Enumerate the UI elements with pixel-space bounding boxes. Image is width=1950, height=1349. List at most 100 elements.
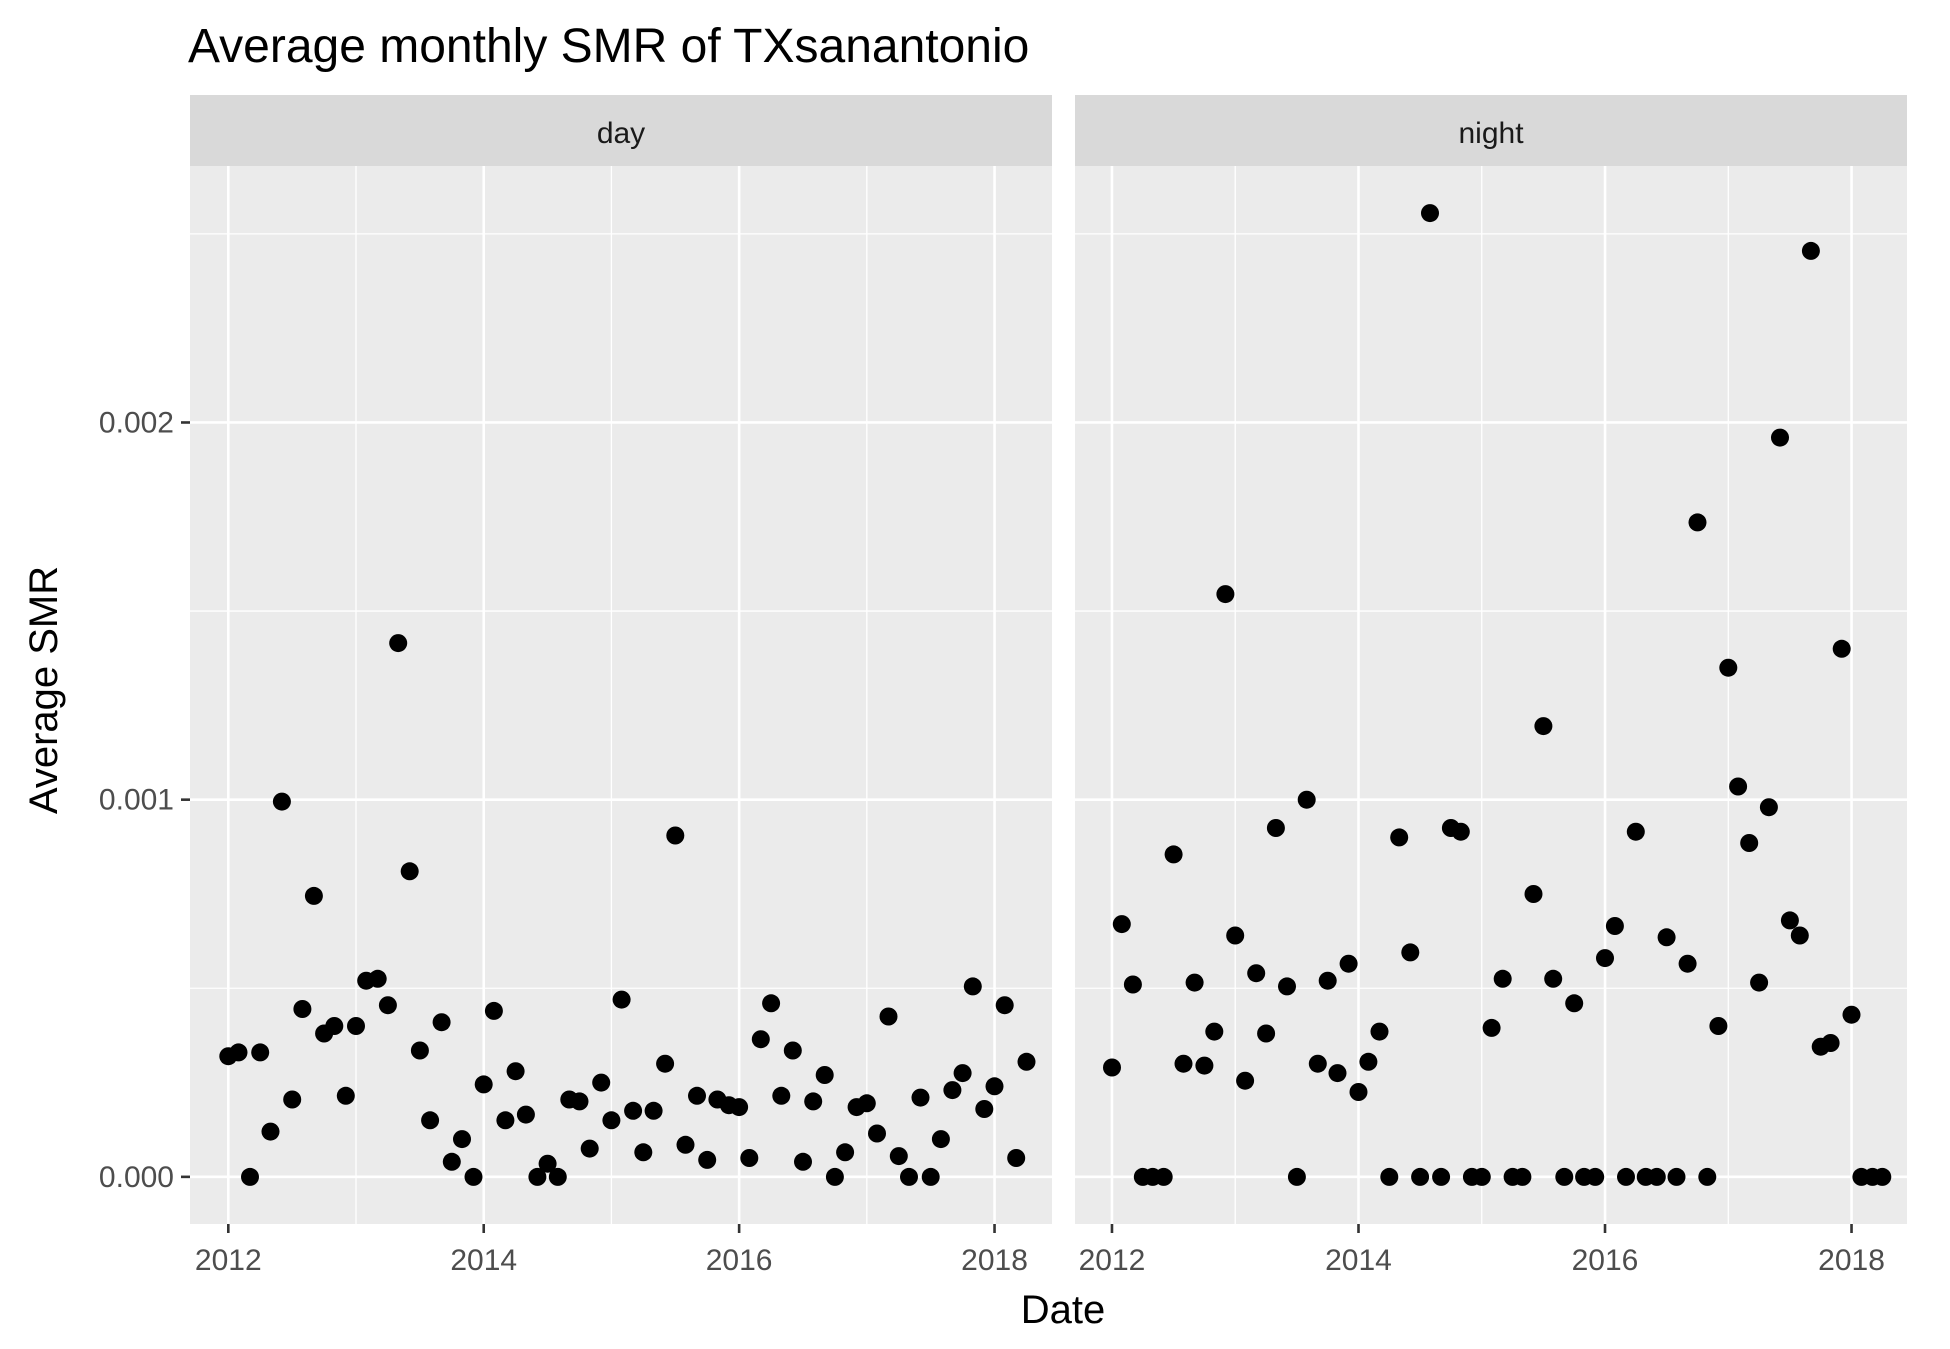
data-point xyxy=(548,1167,567,1186)
data-point xyxy=(283,1090,302,1109)
data-point xyxy=(1832,639,1851,658)
data-point xyxy=(464,1167,483,1186)
data-point xyxy=(656,1054,675,1073)
data-point xyxy=(1103,1058,1121,1077)
data-point xyxy=(528,1167,547,1186)
points-night xyxy=(1103,204,1892,1186)
data-point xyxy=(995,996,1014,1015)
data-point xyxy=(985,1077,1004,1096)
data-point xyxy=(538,1154,557,1173)
data-point xyxy=(975,1100,994,1118)
data-point xyxy=(1524,885,1543,903)
data-point xyxy=(953,1064,972,1083)
data-point xyxy=(804,1092,823,1111)
data-point xyxy=(1349,1083,1368,1101)
data-point xyxy=(1007,1149,1026,1167)
data-point xyxy=(644,1101,663,1120)
data-point xyxy=(570,1092,589,1111)
data-point xyxy=(1617,1167,1635,1186)
data-point xyxy=(676,1135,695,1154)
data-point xyxy=(794,1152,812,1171)
data-point xyxy=(772,1086,791,1105)
data-point xyxy=(1185,973,1204,992)
chart-title: Average monthly SMR of TXsanantonio xyxy=(188,20,1029,73)
data-point xyxy=(1370,1022,1389,1041)
panel-background xyxy=(190,166,1052,1224)
data-point xyxy=(1657,928,1676,947)
strip-label-night: night xyxy=(1458,117,1524,150)
data-point xyxy=(751,1030,770,1049)
data-point xyxy=(241,1167,259,1186)
data-point xyxy=(1667,1167,1686,1186)
data-point xyxy=(1771,428,1789,447)
data-point xyxy=(580,1139,599,1158)
data-point xyxy=(1472,1167,1491,1186)
data-point xyxy=(1432,1167,1451,1186)
y-tick-label: 0.002 xyxy=(99,406,174,439)
data-point xyxy=(1154,1167,1173,1186)
data-point xyxy=(1759,798,1778,817)
data-point xyxy=(1257,1024,1276,1043)
points-day xyxy=(219,634,1036,1186)
data-point xyxy=(1801,241,1820,260)
data-point xyxy=(783,1041,802,1060)
panel-day: day xyxy=(190,95,1052,1224)
data-point xyxy=(378,996,397,1015)
data-point xyxy=(879,1007,898,1026)
data-point xyxy=(1482,1018,1501,1037)
data-point xyxy=(1513,1167,1532,1186)
data-point xyxy=(1308,1054,1327,1073)
data-point xyxy=(931,1130,950,1149)
data-point xyxy=(688,1086,706,1105)
data-point xyxy=(474,1075,493,1094)
data-point xyxy=(963,977,982,996)
data-point xyxy=(400,862,419,881)
data-point xyxy=(261,1122,280,1141)
data-point xyxy=(1565,994,1584,1013)
x-tick-label: 2012 xyxy=(195,1244,262,1277)
data-point xyxy=(825,1167,844,1186)
data-point xyxy=(815,1066,834,1084)
x-tick-label: 2018 xyxy=(1818,1244,1885,1277)
data-point xyxy=(1236,1071,1255,1090)
data-point xyxy=(911,1088,930,1107)
data-point xyxy=(1411,1167,1430,1186)
data-point xyxy=(1421,204,1439,223)
data-point xyxy=(453,1130,471,1149)
data-point xyxy=(389,634,408,653)
data-point xyxy=(484,1001,503,1020)
panels: day night xyxy=(190,95,1907,1224)
data-point xyxy=(1247,964,1266,983)
data-point xyxy=(1226,926,1245,945)
strip-night xyxy=(1075,95,1907,166)
data-point xyxy=(1873,1167,1892,1186)
data-point xyxy=(1318,971,1337,990)
data-point xyxy=(1729,777,1748,796)
data-point xyxy=(1534,717,1553,736)
data-point xyxy=(762,994,781,1013)
panel-background xyxy=(1075,166,1907,1224)
data-point xyxy=(1709,1017,1728,1035)
data-point xyxy=(836,1143,855,1162)
data-point xyxy=(1842,1005,1861,1024)
data-point xyxy=(347,1017,365,1035)
x-tick-label: 2012 xyxy=(1079,1244,1146,1277)
data-point xyxy=(1195,1056,1214,1075)
data-point xyxy=(889,1147,908,1166)
data-point xyxy=(368,969,387,988)
y-tick-label: 0.001 xyxy=(99,784,174,817)
data-point xyxy=(592,1073,611,1092)
panel-night: night xyxy=(1075,95,1907,1224)
data-point xyxy=(1123,975,1142,994)
data-point xyxy=(698,1150,717,1169)
x-tick-label: 2014 xyxy=(450,1244,517,1277)
data-point xyxy=(1328,1064,1347,1083)
data-point xyxy=(1719,658,1738,677)
data-point xyxy=(1278,977,1296,996)
data-point xyxy=(1698,1167,1717,1186)
data-point xyxy=(1605,917,1624,935)
data-point xyxy=(1266,819,1285,837)
data-point xyxy=(442,1152,461,1171)
data-point xyxy=(1216,585,1235,604)
data-point xyxy=(336,1086,355,1105)
